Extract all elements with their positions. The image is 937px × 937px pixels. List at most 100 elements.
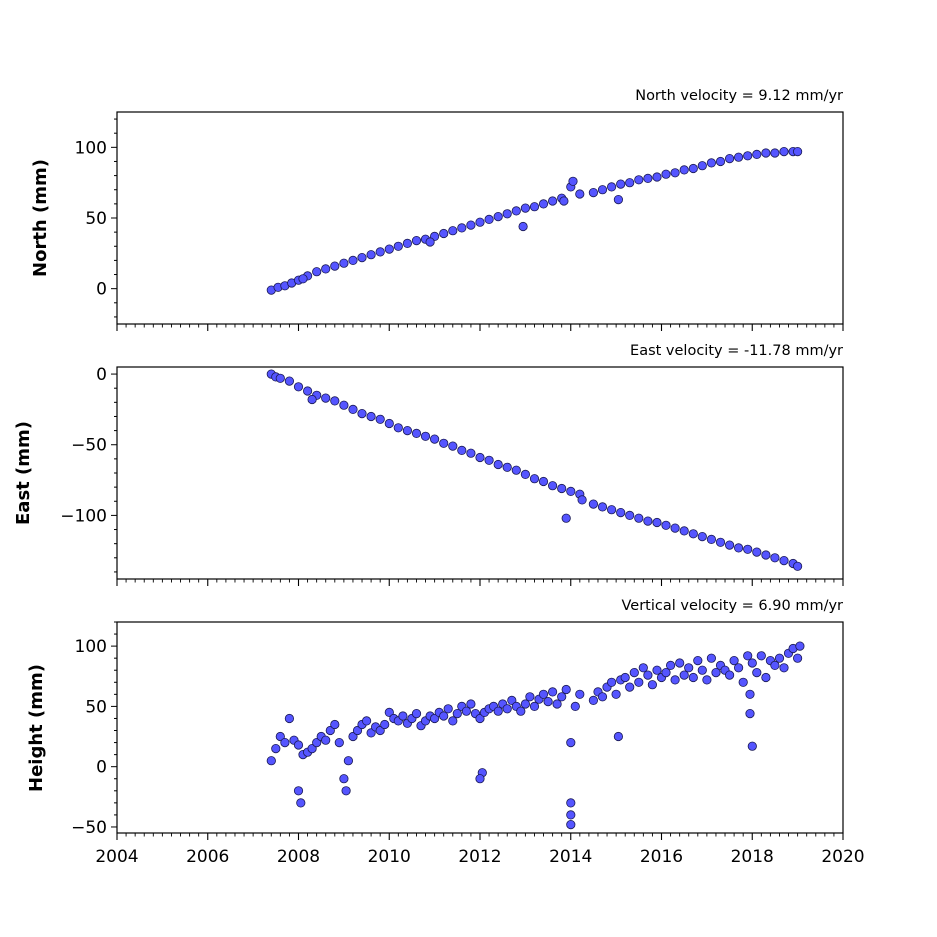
east-data-point <box>661 520 671 530</box>
north-data-point <box>493 212 503 222</box>
north-panel-title: North velocity = 9.12 mm/yr <box>635 88 843 104</box>
east-data-point <box>411 428 422 438</box>
east-data-point <box>779 555 789 566</box>
height-data-point <box>429 713 440 724</box>
height-data-point <box>629 667 639 678</box>
north-data-point <box>448 226 458 236</box>
east-data-point <box>366 411 376 422</box>
height-data-point <box>679 670 689 680</box>
height-data-point <box>638 663 648 673</box>
height-data-point <box>747 658 757 668</box>
height-panel-title: Vertical velocity = 6.90 mm/yr <box>622 598 844 614</box>
height-data-point <box>693 655 703 666</box>
height-ytick-label: −50 <box>71 818 107 838</box>
height-data-point <box>461 706 471 716</box>
height-data-point <box>738 677 748 687</box>
height-data-point <box>284 713 294 724</box>
east-data-point <box>761 550 771 560</box>
north-data-point <box>688 163 698 174</box>
north-data-point <box>439 228 449 239</box>
east-data-point <box>330 396 340 406</box>
height-data-point <box>652 665 662 675</box>
height-data-point <box>339 774 349 784</box>
height-xtick-label: 2008 <box>277 847 320 867</box>
height-data-point <box>774 653 785 663</box>
east-data-point <box>375 414 385 424</box>
north-data-point <box>779 147 789 157</box>
height-data-point <box>334 737 344 748</box>
north-data-point <box>743 151 753 161</box>
east-data-point <box>577 495 587 505</box>
height-data-point <box>547 687 558 697</box>
height-data-point <box>733 663 744 673</box>
height-data-point <box>296 798 306 808</box>
north-data-point <box>520 203 531 213</box>
east-data-point <box>357 408 367 419</box>
height-data-point <box>361 716 372 726</box>
east-data-point <box>652 517 662 528</box>
north-data-point <box>575 189 585 199</box>
north-data-point <box>761 148 771 158</box>
north-data-point <box>588 188 599 198</box>
east-data-point <box>293 382 304 392</box>
height-data-point <box>280 737 290 748</box>
height-data-point <box>729 655 739 666</box>
east-data-point <box>616 507 626 518</box>
east-data-point <box>321 393 331 403</box>
north-data-point <box>502 209 512 219</box>
height-data-point <box>411 708 422 719</box>
north-data-point <box>411 236 422 246</box>
height-data-point <box>606 677 617 687</box>
north-data-point <box>679 165 689 175</box>
height-data-point <box>711 667 721 678</box>
north-data-point <box>634 175 644 185</box>
north-ytick-label: 0 <box>96 280 107 300</box>
east-data-point <box>625 510 635 521</box>
height-data-point <box>502 704 512 714</box>
height-data-point <box>312 737 322 748</box>
height-data-point <box>588 695 599 706</box>
north-data-point <box>643 173 653 183</box>
height-xtick-label: 2004 <box>95 847 138 867</box>
east-data-point <box>339 400 349 410</box>
north-data-point <box>670 168 680 178</box>
east-data-point <box>643 516 653 526</box>
height-data-point <box>443 704 453 714</box>
height-xtick-label: 2006 <box>186 847 229 867</box>
height-data-point <box>529 701 540 712</box>
north-data-point <box>529 202 540 212</box>
north-data-point <box>357 253 367 263</box>
east-data-point <box>561 513 571 523</box>
east-data-point <box>792 561 803 571</box>
north-data-point <box>652 172 662 182</box>
east-data-point <box>475 452 485 463</box>
east-data-point <box>538 476 549 487</box>
north-data-point <box>312 267 322 277</box>
east-data-point <box>439 438 449 448</box>
height-data-point <box>275 731 285 742</box>
height-data-point <box>557 692 567 702</box>
north-data-point <box>697 161 707 171</box>
height-data-point <box>307 743 317 754</box>
height-data-point <box>384 707 394 718</box>
east-data-point <box>493 459 503 470</box>
height-data-point <box>516 706 526 716</box>
north-data-point <box>339 258 349 268</box>
north-data-point <box>375 247 385 257</box>
height-data-point <box>620 672 630 683</box>
north-data-point <box>792 147 803 157</box>
north-data-point <box>547 196 558 206</box>
height-points <box>266 641 805 830</box>
height-data-point <box>779 663 789 673</box>
height-data-point <box>688 672 698 683</box>
north-data-point <box>661 169 671 179</box>
height-data-point <box>684 663 694 673</box>
north-data-point <box>393 241 403 251</box>
north-data-point <box>457 223 467 233</box>
height-data-point <box>452 708 462 719</box>
height-data-point <box>761 672 771 683</box>
north-ytick-label: 50 <box>85 209 107 229</box>
height-ytick-label: 0 <box>96 758 107 778</box>
